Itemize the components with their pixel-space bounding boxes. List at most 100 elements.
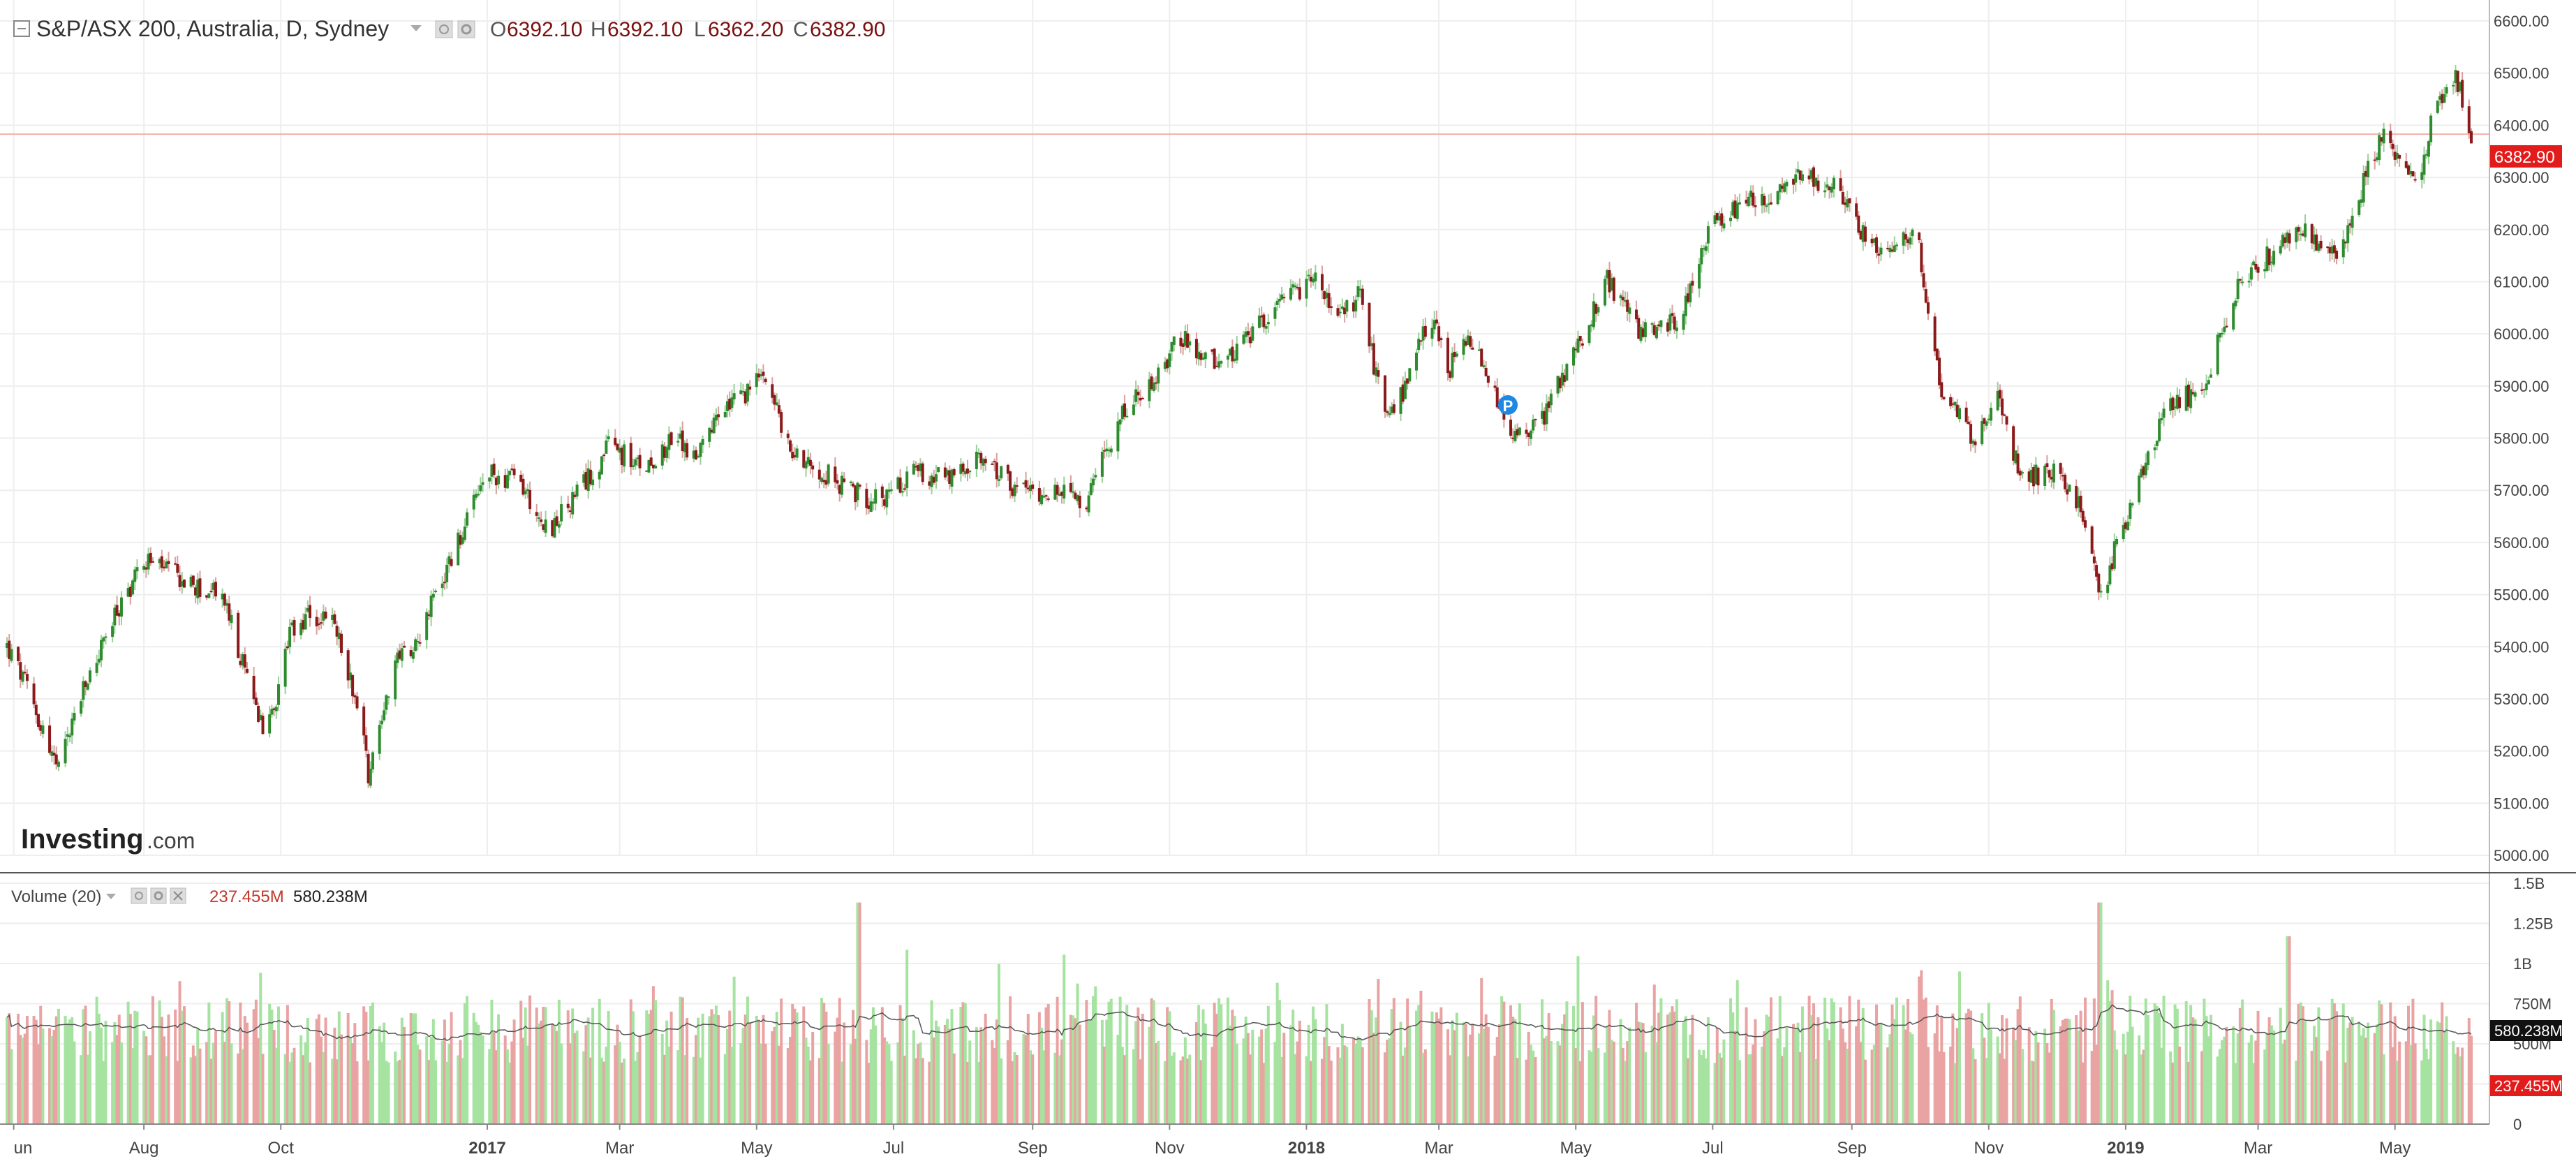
volume-bar [1024,1035,1028,1124]
candle [1987,418,1990,420]
volume-bar [1556,1041,1560,1124]
volume-bar [277,1006,281,1124]
volume-bar [1022,1034,1026,1124]
candle [1141,397,1144,399]
candle [1125,415,1129,418]
candle [1392,404,1396,413]
volume-bar [2238,1008,2242,1124]
candle [2003,414,2006,416]
volume-eye-icon[interactable] [131,887,147,904]
candle [182,580,186,588]
candle [1902,232,1905,246]
candle [2441,94,2444,103]
volume-close-icon[interactable] [170,887,186,904]
eye-icon[interactable] [435,20,453,38]
y-tick-label: 6000.00 [2494,325,2549,343]
candle [681,430,684,452]
volume-bar [1671,1006,1674,1124]
volume-bar [542,1006,545,1124]
volume-bar [2209,1014,2213,1124]
candle [1532,419,1535,431]
candle [369,769,372,786]
candle [2254,263,2258,270]
candle [1275,300,1279,305]
volume-chevron-down-icon[interactable] [106,894,116,899]
candle [371,752,375,769]
candle [1767,203,1770,205]
volume-bar [1497,1024,1501,1124]
candle [2108,565,2112,584]
candle [551,520,554,536]
volume-bar [1951,1013,1955,1124]
candle [1698,264,1701,289]
candle [903,488,906,490]
volume-bar [1451,1020,1454,1124]
volume-bar [2048,1052,2051,1124]
volume-bar [1527,1031,1530,1124]
candle [2367,161,2370,178]
candle [149,552,152,563]
volume-bar [2389,1002,2392,1124]
collapse-icon[interactable] [13,20,30,37]
candle [2443,94,2446,103]
candle [1752,192,1755,206]
candle [1904,234,1907,240]
candle [1320,274,1324,290]
volume-bar [600,1057,603,1124]
volume-bar [679,996,682,1124]
candle [1990,408,1993,421]
candle [1621,297,1624,301]
candle [1166,359,1169,369]
x-tick-label: 2018 [1288,1139,1325,1158]
candle [568,510,572,512]
candle [25,674,29,681]
candle [584,471,588,490]
volume-bar [760,1043,763,1124]
volume-bar [1563,1014,1567,1124]
volume-bar [1518,1003,1521,1124]
candle [1260,316,1264,318]
candle [1610,278,1613,291]
candle [1273,307,1277,319]
candle [2081,510,2085,522]
candle [1451,353,1454,378]
candle [1529,430,1532,439]
candle [730,397,734,408]
volume-bar [1935,1005,1939,1124]
volume-bar [1558,1045,1562,1124]
volume-bar [963,1003,967,1124]
volume-bar [367,1060,370,1124]
volume-bar [1747,1054,1750,1124]
candle [2043,466,2047,487]
candle [1720,213,1724,226]
candle [634,459,637,466]
volume-bar [2249,1035,2253,1124]
volume-bar [1361,1047,1364,1124]
volume-gear-icon[interactable] [150,887,167,904]
candle [2131,503,2134,505]
volume-bar [2090,1051,2094,1124]
p-marker[interactable]: P [1498,395,1518,415]
candle [1964,407,1968,422]
volume-bar [692,1056,695,1124]
volume-bar [2360,1035,2363,1124]
symbol-title[interactable]: S&P/ASX 200, Australia, D, Sydney [36,16,389,41]
candle [2391,143,2394,149]
volume-bar [1809,1014,1813,1124]
volume-bar [1060,1039,1064,1124]
candle [623,444,626,467]
candle [1816,180,1820,191]
volume-bar [1134,1021,1138,1124]
gear-icon[interactable] [457,20,475,38]
candle [243,654,246,668]
volume-bar [2169,1051,2172,1124]
volume-bar [889,1061,893,1124]
volume-title[interactable]: Volume (20) [11,887,101,906]
volume-bar [283,1054,287,1124]
chevron-down-icon[interactable] [410,25,422,31]
volume-bar [1078,1024,1081,1124]
candle [1666,322,1670,332]
candle [2378,135,2381,161]
volume-bar [699,1057,702,1124]
volume-ma-polyline [6,1004,2472,1042]
